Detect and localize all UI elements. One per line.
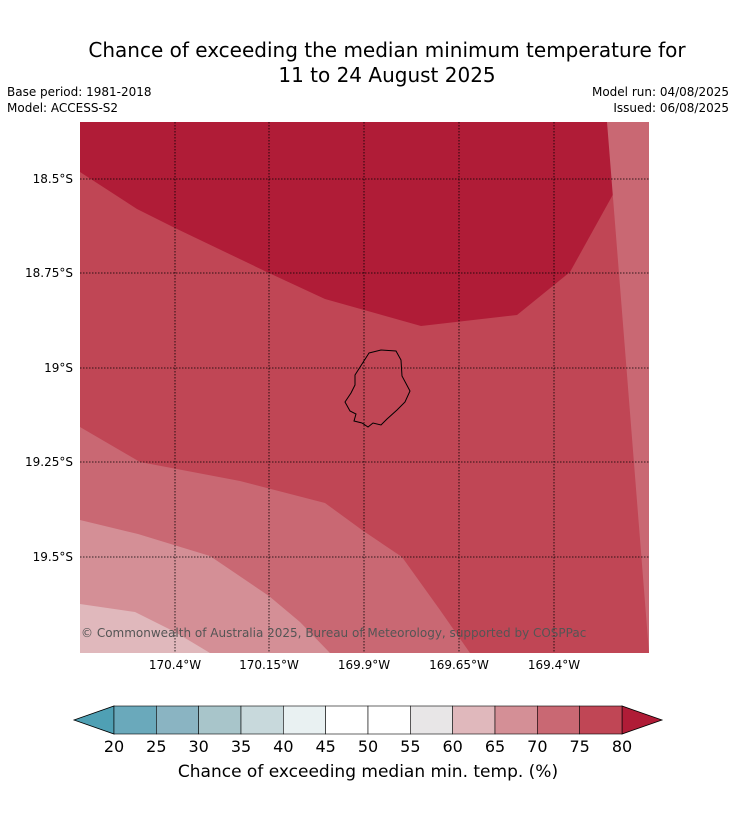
meta-right: Model run: 04/08/2025 Issued: 06/08/2025 xyxy=(592,84,729,116)
lon-label: 169.9°W xyxy=(338,658,390,672)
colorbar-segment xyxy=(452,705,496,735)
colorbar-segment xyxy=(579,705,623,735)
zone-over-80 xyxy=(80,122,621,326)
latitude-labels: 18.5°S 18.75°S 19°S 19.25°S 19.5°S xyxy=(25,172,73,564)
colorbar-label: Chance of exceeding median min. temp. (%… xyxy=(177,762,559,782)
lon-label: 169.4°W xyxy=(528,658,580,672)
colorbar-tick-label: 35 xyxy=(231,737,251,756)
zone-70-75-east xyxy=(575,122,649,653)
colorbar-segment xyxy=(240,705,284,735)
colorbar-segment xyxy=(367,705,411,735)
probability-fill: © Commonwealth of Australia 2025, Bureau… xyxy=(80,122,649,653)
colorbar-tick-label: 25 xyxy=(146,737,166,756)
colorbar-segment xyxy=(537,705,580,735)
model-name: Model: ACCESS-S2 xyxy=(7,101,119,115)
lat-label: 19°S xyxy=(44,361,73,375)
colorbar-under-arrow xyxy=(72,705,115,735)
base-period: Base period: 1981-2018 xyxy=(7,85,152,99)
lat-label: 19.25°S xyxy=(25,455,73,469)
colorbar-tick-label: 55 xyxy=(400,737,420,756)
graticule xyxy=(80,122,649,653)
colorbar-tick-label: 80 xyxy=(612,737,632,756)
colorbar-segment xyxy=(410,705,453,735)
model-run: Model run: 04/08/2025 xyxy=(591,85,729,99)
zone-60-65 xyxy=(80,604,210,653)
colorbar-tick-label: 65 xyxy=(485,737,505,756)
colorbar-segment xyxy=(325,705,369,735)
colorbar-tick-label: 50 xyxy=(358,737,378,756)
colorbar-segment xyxy=(156,705,199,735)
colorbar-tick-label: 70 xyxy=(527,737,547,756)
colorbar-tick-label: 45 xyxy=(315,737,335,756)
lat-label: 18.75°S xyxy=(25,266,73,280)
colorbar-tick-label: 40 xyxy=(273,737,293,756)
meta-left: Base period: 1981-2018 Model: ACCESS-S2 xyxy=(7,84,152,116)
colorbar-segment xyxy=(198,705,242,735)
colorbar-segment xyxy=(113,705,157,735)
colorbar-segment xyxy=(283,705,326,735)
issued-date: Issued: 06/08/2025 xyxy=(613,101,729,115)
colorbar-over-arrow xyxy=(621,705,664,735)
map-title: Chance of exceeding the median minimum t… xyxy=(0,38,736,88)
colorbar: 20 25 30 35 40 45 50 55 60 65 70 75 80 xyxy=(72,705,664,756)
title-line-2: 11 to 24 August 2025 xyxy=(278,63,496,87)
colorbar-tick-label: 30 xyxy=(188,737,208,756)
colorbar-tick-label: 60 xyxy=(442,737,462,756)
longitude-labels: 170.4°W 170.15°W 169.9°W 169.65°W 169.4°… xyxy=(149,658,580,672)
lat-label: 19.5°S xyxy=(33,550,73,564)
colorbar-segment xyxy=(494,705,538,735)
lon-label: 170.4°W xyxy=(149,658,201,672)
lon-label: 169.65°W xyxy=(429,658,489,672)
lat-label: 18.5°S xyxy=(33,172,73,186)
lon-label: 170.15°W xyxy=(239,658,299,672)
title-line-1: Chance of exceeding the median minimum t… xyxy=(88,38,686,62)
copyright-notice: © Commonwealth of Australia 2025, Bureau… xyxy=(81,626,586,640)
colorbar-tick-label: 75 xyxy=(569,737,589,756)
colorbar-tick-label: 20 xyxy=(104,737,124,756)
